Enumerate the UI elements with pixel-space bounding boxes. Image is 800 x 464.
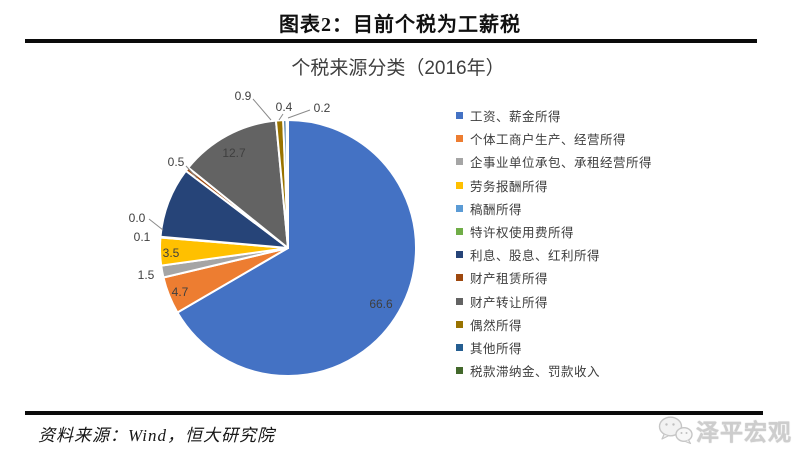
- legend-label: 劳务报酬所得: [470, 179, 549, 194]
- legend-marker: [456, 251, 463, 259]
- label-leader-line: [278, 113, 284, 121]
- wechat-icon: [658, 416, 693, 445]
- legend-label: 工资、薪金所得: [470, 110, 562, 125]
- pie-slice-4: [159, 236, 289, 267]
- pie-slice-12: [285, 118, 289, 249]
- legend-label: 特许权使用费所得: [470, 226, 575, 241]
- figure-title: 图表2：目前个税为工薪税: [279, 14, 521, 36]
- pie-slice-10: [274, 119, 289, 249]
- legend-marker: [456, 112, 463, 120]
- legend-item-11: 其他所得: [456, 336, 796, 359]
- data-label: 0.0: [129, 211, 146, 225]
- source-note: 资料来源：Wind，恒大研究院: [38, 426, 275, 445]
- legend-label: 其他所得: [470, 341, 523, 356]
- legend-item-5: 稿酬所得: [456, 197, 796, 220]
- bottom-divider: [25, 411, 763, 415]
- legend-marker: [456, 158, 463, 166]
- legend-marker: [456, 204, 463, 212]
- legend-item-4: 劳务报酬所得: [456, 174, 796, 197]
- data-label: 0.2: [314, 101, 331, 115]
- data-label: 0.5: [168, 155, 185, 169]
- data-label: 12.7: [222, 146, 246, 160]
- chart-title: 个税来源分类（2016年）: [291, 58, 505, 79]
- legend-item-7: 利息、股息、红利所得: [456, 243, 796, 266]
- legend-item-9: 财产转让所得: [456, 290, 796, 313]
- legend-item-1: 工资、薪金所得: [456, 104, 796, 127]
- label-leader-line: [185, 165, 198, 179]
- label-leader-line: [252, 98, 272, 121]
- legend-marker: [456, 320, 463, 328]
- legend-label: 企事业单位承包、承租经营所得: [470, 156, 653, 171]
- brand-name: 泽平宏观: [696, 419, 792, 445]
- legend-item-6: 特许权使用费所得: [456, 220, 796, 243]
- label-leader-line: [287, 109, 311, 119]
- brand-logo: 泽平宏观: [657, 413, 792, 447]
- legend-marker: [456, 228, 463, 236]
- data-label: 66.6: [369, 297, 393, 311]
- legend-label: 稿酬所得: [470, 202, 523, 217]
- legend-marker: [456, 367, 463, 375]
- pie-slice-2: [162, 247, 289, 314]
- pie-slice-11: [282, 119, 289, 249]
- data-label: 1.5: [138, 268, 155, 282]
- label-leader-line: [148, 218, 164, 231]
- legend-label: 税款滞纳金、罚款收入: [470, 365, 601, 380]
- legend-item-12: 税款滞纳金、罚款收入: [456, 359, 796, 382]
- data-label: 3.5: [163, 246, 180, 260]
- data-label: 0.4: [276, 100, 293, 114]
- pie-slice-5: [159, 235, 289, 249]
- legend-marker: [456, 297, 463, 305]
- legend-marker: [456, 181, 463, 189]
- legend-item-3: 企事业单位承包、承租经营所得: [456, 150, 796, 173]
- legend-label: 利息、股息、红利所得: [470, 249, 601, 264]
- pie-slice-3: [160, 247, 289, 279]
- pie-slice-7: [159, 169, 289, 249]
- data-label: 0.9: [235, 89, 252, 103]
- legend-item-8: 财产租赁所得: [456, 266, 796, 289]
- legend: 工资、薪金所得个体工商户生产、经营所得企事业单位承包、承租经营所得 劳务报酬所得稿…: [456, 104, 796, 382]
- legend-label: 财产租赁所得: [470, 272, 549, 287]
- pie-slice-9: [187, 119, 289, 249]
- legend-item-2: 个体工商户生产、经营所得: [456, 127, 796, 150]
- legend-marker: [456, 343, 463, 351]
- legend-label: 个体工商户生产、经营所得: [470, 133, 627, 148]
- pie-slice-8: [184, 166, 289, 249]
- legend-marker: [456, 135, 463, 143]
- pie-slice-1: [176, 119, 417, 377]
- top-divider: [25, 39, 757, 43]
- legend-item-10: 偶然所得: [456, 313, 796, 336]
- legend-marker: [456, 274, 463, 282]
- data-label: 4.7: [172, 285, 189, 299]
- data-label: 0.1: [134, 230, 151, 244]
- legend-label: 财产转让所得: [470, 295, 549, 310]
- legend-label: 偶然所得: [470, 318, 523, 333]
